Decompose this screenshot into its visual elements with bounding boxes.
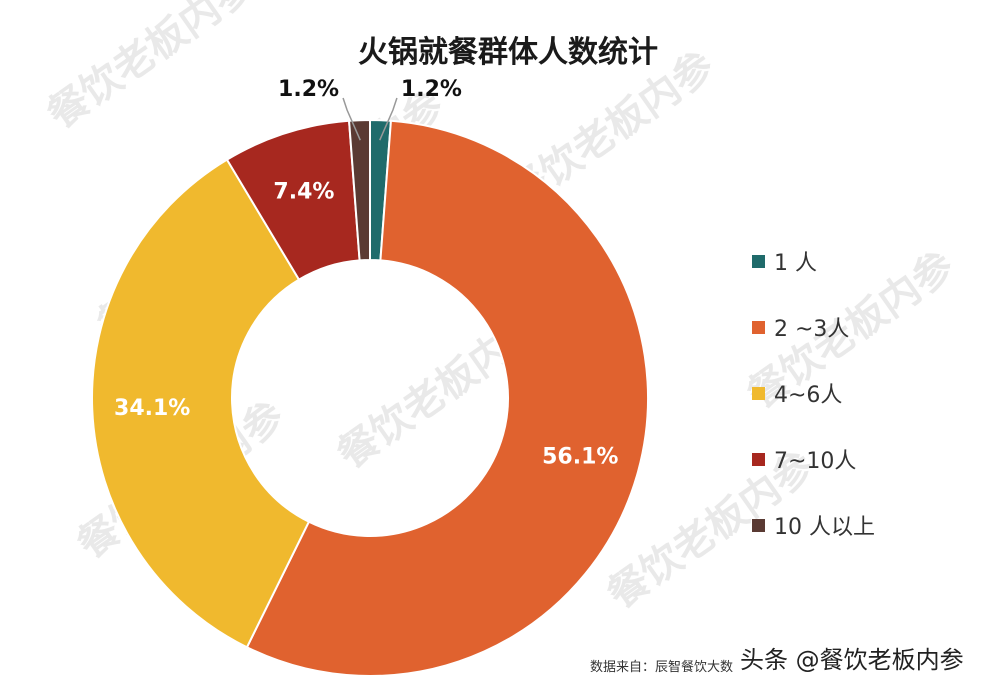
watermark-text: 餐饮老板内参 xyxy=(739,243,962,418)
data-label: 56.1% xyxy=(542,445,618,470)
legend-label: 4~6人 xyxy=(774,383,842,408)
source-note: 数据来自：辰智餐饮大数 xyxy=(590,660,734,675)
donut-slice xyxy=(347,118,371,262)
legend-swatch xyxy=(752,321,765,334)
chart-title: 火锅就餐群体人数统计 xyxy=(358,35,658,70)
data-label: 34.1% xyxy=(114,396,190,421)
legend-label: 1 人 xyxy=(774,251,817,276)
watermark-text: 餐饮老板内参 xyxy=(39,0,262,138)
leader-line xyxy=(342,97,361,141)
legend: 1 人 2 ~3人 4~6人 7~10人 10 人以上 xyxy=(752,251,875,540)
legend-label: 7~10人 xyxy=(774,449,856,474)
footer: 数据来自：辰智餐饮大数 头条 @餐饮老板内参 xyxy=(590,646,964,675)
legend-swatch xyxy=(752,453,765,466)
donut-slice xyxy=(245,119,649,677)
donut-slices xyxy=(91,118,649,677)
legend-swatch xyxy=(752,387,765,400)
data-label: 1.2% xyxy=(278,77,339,102)
donut-slice xyxy=(91,158,311,649)
credit-text: 头条 @餐饮老板内参 xyxy=(740,646,964,674)
leader-line xyxy=(379,97,398,141)
data-label: 7.4% xyxy=(273,179,334,204)
legend-label: 10 人以上 xyxy=(774,515,875,540)
legend-swatch xyxy=(752,519,765,532)
data-labels: 1.2% 56.1% 34.1% 7.4% 1.2% xyxy=(114,77,618,470)
legend-swatch xyxy=(752,255,765,268)
legend-label: 2 ~3人 xyxy=(774,317,849,342)
data-label: 1.2% xyxy=(401,77,462,102)
